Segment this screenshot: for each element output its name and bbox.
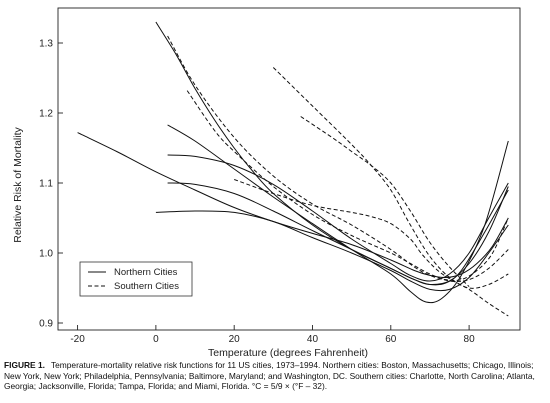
northern-city-curve-4 (167, 182, 509, 286)
x-axis-label: Temperature (degrees Fahrenheit) (208, 347, 368, 359)
y-tick-label: 1.1 (39, 179, 53, 190)
southern-city-curve-9 (272, 67, 509, 289)
caption-label: FIGURE 1. (4, 360, 45, 370)
caption-text: Temperature-mortality relative risk func… (4, 360, 535, 392)
legend-label-northern: Northern Cities (114, 267, 178, 278)
y-axis: 0.9 1.0 1.1 1.2 1.3 (39, 39, 63, 330)
y-tick-label: 1.3 (39, 39, 53, 50)
legend-label-southern: Southern Cities (114, 281, 179, 292)
northern-city-curve-5 (155, 210, 509, 292)
southern-city-curve-8 (186, 90, 509, 283)
y-tick-label: 1.0 (39, 249, 53, 260)
series-layer (77, 21, 509, 317)
plot-border (57, 7, 521, 331)
southern-city-curve-10 (300, 116, 470, 287)
legend: Northern Cities Southern Cities (79, 261, 193, 297)
southern-city-curve-11 (234, 179, 509, 317)
x-tick-label: -20 (70, 334, 85, 345)
x-tick-label: 80 (464, 334, 476, 345)
x-tick-label: 40 (307, 334, 319, 345)
legend-box (79, 261, 193, 297)
northern-city-curve-3 (167, 154, 509, 282)
x-axis: -20 0 20 40 60 80 (70, 325, 475, 345)
y-tick-label: 0.9 (39, 319, 53, 330)
x-tick-label: 0 (153, 334, 159, 345)
x-tick-label: 20 (229, 334, 241, 345)
northern-city-curve-6 (167, 124, 509, 304)
plot-frame (57, 7, 521, 331)
mortality-chart: -20 0 20 40 60 80 0.9 1.0 1.1 1.2 1.3 Temperature… (12, 7, 521, 359)
figure-caption: FIGURE 1. Temperature-mortality relative … (4, 360, 546, 392)
y-axis-label: Relative Risk of Mortality (12, 126, 24, 242)
y-tick-label: 1.2 (39, 109, 53, 120)
x-tick-label: 60 (385, 334, 397, 345)
northern-city-curve-1 (77, 132, 509, 279)
southern-city-curve-7 (167, 35, 509, 281)
